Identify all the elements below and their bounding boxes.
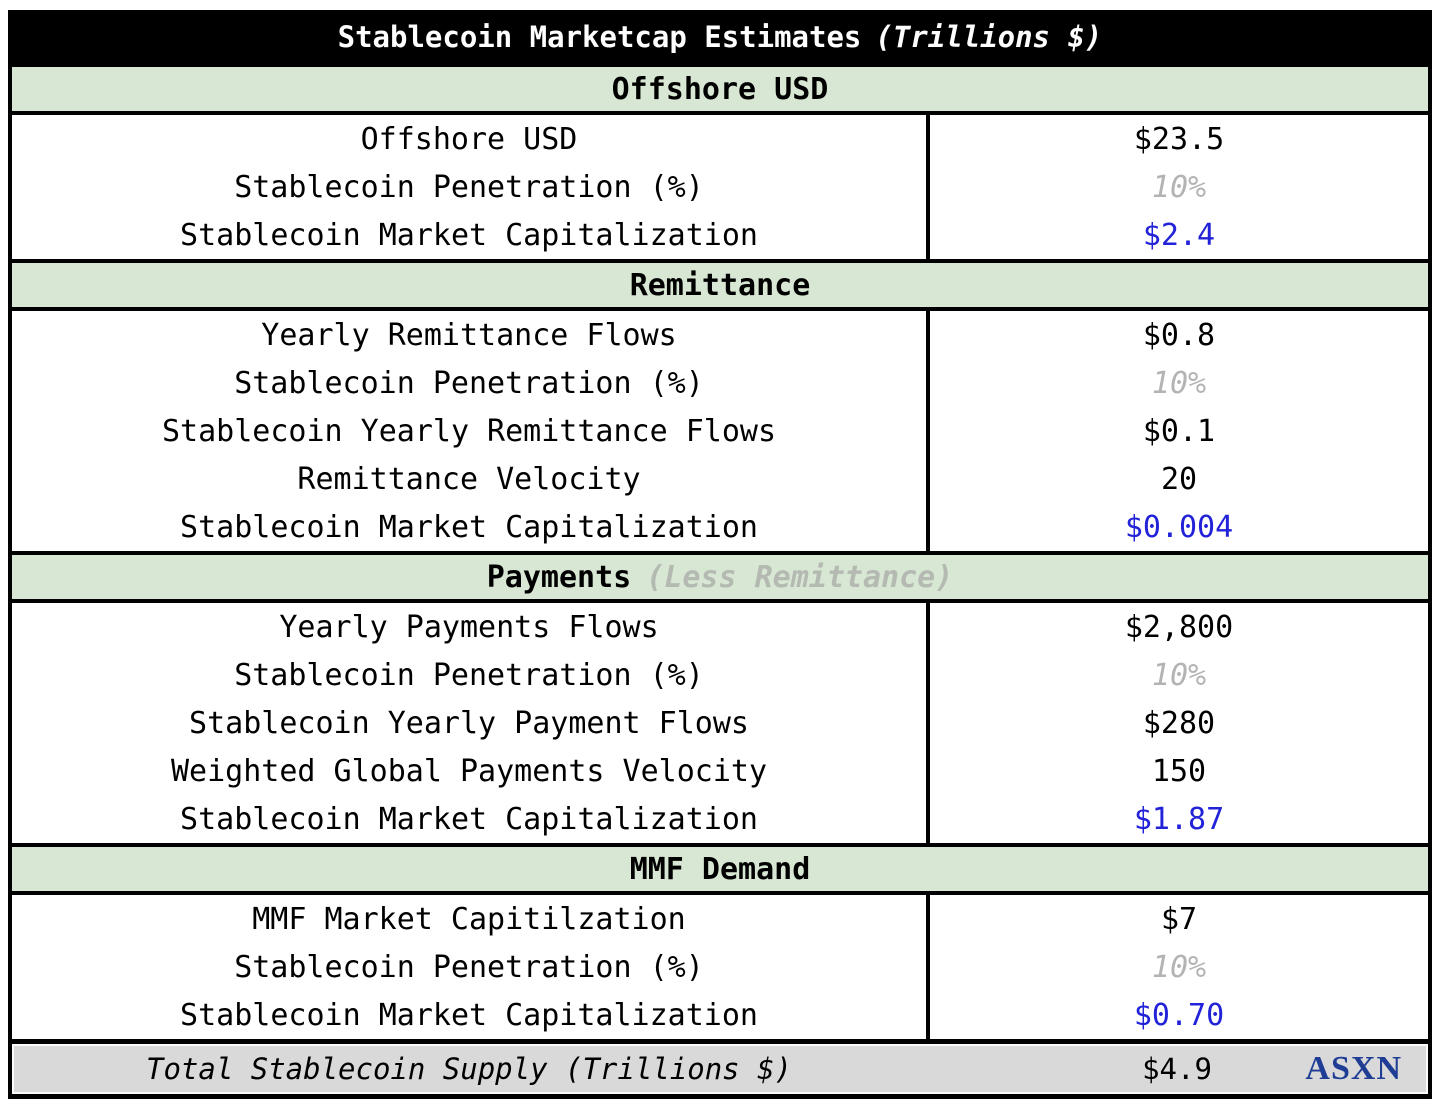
total-label: Total Stablecoin Supply (Trillions $): [145, 1052, 792, 1086]
row-value-computed: $2.4: [926, 211, 1428, 259]
row-label: Stablecoin Market Capitalization: [180, 801, 758, 837]
row-value-assumption: 10%: [926, 651, 1428, 699]
row-label: Stablecoin Market Capitalization: [180, 997, 758, 1033]
row-value-assumption: 10%: [926, 163, 1428, 211]
section-header-payments: Payments (Less Remittance): [12, 551, 1428, 603]
section-rows-mmf-demand: MMF Market Capitilzation $7 Stablecoin P…: [12, 895, 1428, 1039]
table-row: Stablecoin Penetration (%) 10%: [12, 943, 1428, 991]
section-header-offshore-usd: Offshore USD: [12, 63, 1428, 115]
table-row: Weighted Global Payments Velocity 150: [12, 747, 1428, 795]
section-header-mmf-demand: MMF Demand: [12, 843, 1428, 895]
row-value-computed: $0.70: [926, 991, 1428, 1039]
table-title: Stablecoin Marketcap Estimates: [337, 19, 862, 54]
row-label: Stablecoin Penetration (%): [234, 365, 704, 401]
table-row: Stablecoin Penetration (%) 10%: [12, 163, 1428, 211]
table-title-bar: Stablecoin Marketcap Estimates (Trillion…: [12, 10, 1428, 63]
row-value: $0.8: [926, 311, 1428, 359]
table-row: Stablecoin Penetration (%) 10%: [12, 651, 1428, 699]
row-value: $0.1: [926, 407, 1428, 455]
row-value-computed: $0.004: [926, 503, 1428, 551]
asxn-brand-logo: ASXN: [1305, 1050, 1402, 1087]
row-label: Yearly Remittance Flows: [261, 317, 677, 353]
section-header-remittance: Remittance: [12, 259, 1428, 311]
row-value-assumption: 10%: [926, 943, 1428, 991]
section-header-label: Remittance: [629, 267, 811, 303]
row-value: $23.5: [926, 115, 1428, 163]
row-value: 20: [926, 455, 1428, 503]
row-label: Stablecoin Market Capitalization: [180, 509, 758, 545]
row-label: Stablecoin Yearly Payment Flows: [189, 705, 749, 741]
row-label: Stablecoin Penetration (%): [234, 949, 704, 985]
total-value-cell: $4.9 ASXN: [926, 1044, 1428, 1094]
total-value: $4.9: [1142, 1052, 1212, 1086]
row-label: Remittance Velocity: [297, 461, 641, 497]
table-row: Stablecoin Yearly Payment Flows $280: [12, 699, 1428, 747]
row-label: Stablecoin Penetration (%): [234, 169, 704, 205]
row-label: Yearly Payments Flows: [279, 609, 659, 645]
table-row: Yearly Remittance Flows $0.8: [12, 311, 1428, 359]
section-header-label: MMF Demand: [629, 851, 811, 887]
row-label: MMF Market Capitilzation: [252, 901, 686, 937]
section-header-label: Offshore USD: [611, 71, 829, 107]
row-value-computed: $1.87: [926, 795, 1428, 843]
section-rows-offshore-usd: Offshore USD $23.5 Stablecoin Penetratio…: [12, 115, 1428, 259]
section-rows-remittance: Yearly Remittance Flows $0.8 Stablecoin …: [12, 311, 1428, 551]
table-title-units: (Trillions $): [875, 19, 1103, 54]
total-row: Total Stablecoin Supply (Trillions $) $4…: [12, 1039, 1428, 1094]
row-value: $2,800: [926, 603, 1428, 651]
section-rows-payments: Yearly Payments Flows $2,800 Stablecoin …: [12, 603, 1428, 843]
table-row: Yearly Payments Flows $2,800: [12, 603, 1428, 651]
row-label: Stablecoin Yearly Remittance Flows: [161, 413, 777, 449]
table-row: Stablecoin Market Capitalization $0.004: [12, 503, 1428, 551]
row-label: Offshore USD: [360, 121, 578, 157]
row-label: Weighted Global Payments Velocity: [170, 753, 768, 789]
row-label: Stablecoin Penetration (%): [234, 657, 704, 693]
table-row: Stablecoin Market Capitalization $0.70: [12, 991, 1428, 1039]
table-row: Stablecoin Market Capitalization $1.87: [12, 795, 1428, 843]
stablecoin-estimates-table: Stablecoin Marketcap Estimates (Trillion…: [8, 10, 1432, 1099]
table-row: Stablecoin Penetration (%) 10%: [12, 359, 1428, 407]
row-value: 150: [926, 747, 1428, 795]
table-row: Stablecoin Market Capitalization $2.4: [12, 211, 1428, 259]
row-value: $7: [926, 895, 1428, 943]
table-row: Offshore USD $23.5: [12, 115, 1428, 163]
row-value: $280: [926, 699, 1428, 747]
section-header-label: Payments: [486, 559, 632, 595]
table-row: Remittance Velocity 20: [12, 455, 1428, 503]
section-header-suffix: (Less Remittance): [646, 559, 954, 595]
table-row: Stablecoin Yearly Remittance Flows $0.1: [12, 407, 1428, 455]
row-label: Stablecoin Market Capitalization: [180, 217, 758, 253]
row-value-assumption: 10%: [926, 359, 1428, 407]
table-row: MMF Market Capitilzation $7: [12, 895, 1428, 943]
